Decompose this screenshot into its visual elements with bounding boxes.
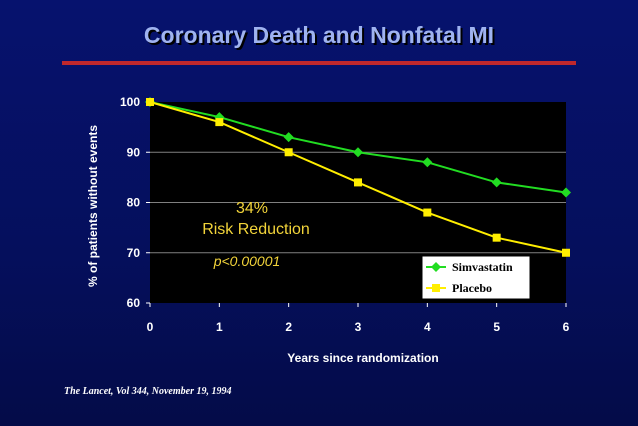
simvastatin-point — [491, 177, 502, 188]
chart-title: Coronary Death and Nonfatal MI — [143, 22, 495, 48]
legend-simvastatin-marker — [431, 262, 441, 272]
annotation-pvalue: p<0.00001 — [213, 253, 281, 269]
legend: Simvastatin Placebo — [421, 255, 531, 300]
citation: The Lancet, Vol 344, November 19, 1994 — [64, 386, 232, 397]
legend-placebo-label: Placebo — [452, 281, 492, 295]
placebo-point — [562, 248, 570, 257]
placebo-point — [354, 178, 362, 187]
simvastatin-point — [283, 132, 294, 143]
y-tick-label: 70 — [127, 246, 141, 260]
title-underline — [62, 61, 576, 65]
x-tick-label: 2 — [285, 320, 292, 334]
y-tick-label: 100 — [120, 95, 140, 109]
x-tick-label: 1 — [216, 320, 223, 334]
legend-simvastatin-label: Simvastatin — [452, 260, 513, 274]
simvastatin-point — [561, 187, 571, 198]
series-placebo — [146, 98, 570, 257]
y-axis-label: % of patients without events — [86, 125, 100, 287]
x-axis-label: Years since randomization — [287, 351, 438, 365]
x-tick-label: 0 — [147, 320, 154, 334]
x-tick-label: 5 — [493, 320, 500, 334]
y-tick-label: 80 — [127, 196, 141, 210]
x-tick-label: 6 — [563, 320, 570, 334]
x-tick-label: 3 — [355, 320, 362, 334]
annotation-percent: 34% — [236, 200, 268, 217]
simvastatin-point — [422, 157, 433, 168]
y-tick-label: 60 — [127, 296, 141, 310]
placebo-point — [284, 148, 293, 157]
x-tick-label: 4 — [424, 320, 431, 334]
placebo-point — [492, 233, 501, 242]
placebo-point — [215, 118, 224, 127]
annotation-risk-reduction: Risk Reduction — [202, 221, 310, 238]
placebo-point — [423, 208, 432, 217]
simvastatin-point — [353, 147, 363, 158]
legend-placebo-marker — [432, 284, 440, 292]
y-tick-label: 90 — [127, 145, 141, 159]
placebo-point — [146, 98, 154, 106]
